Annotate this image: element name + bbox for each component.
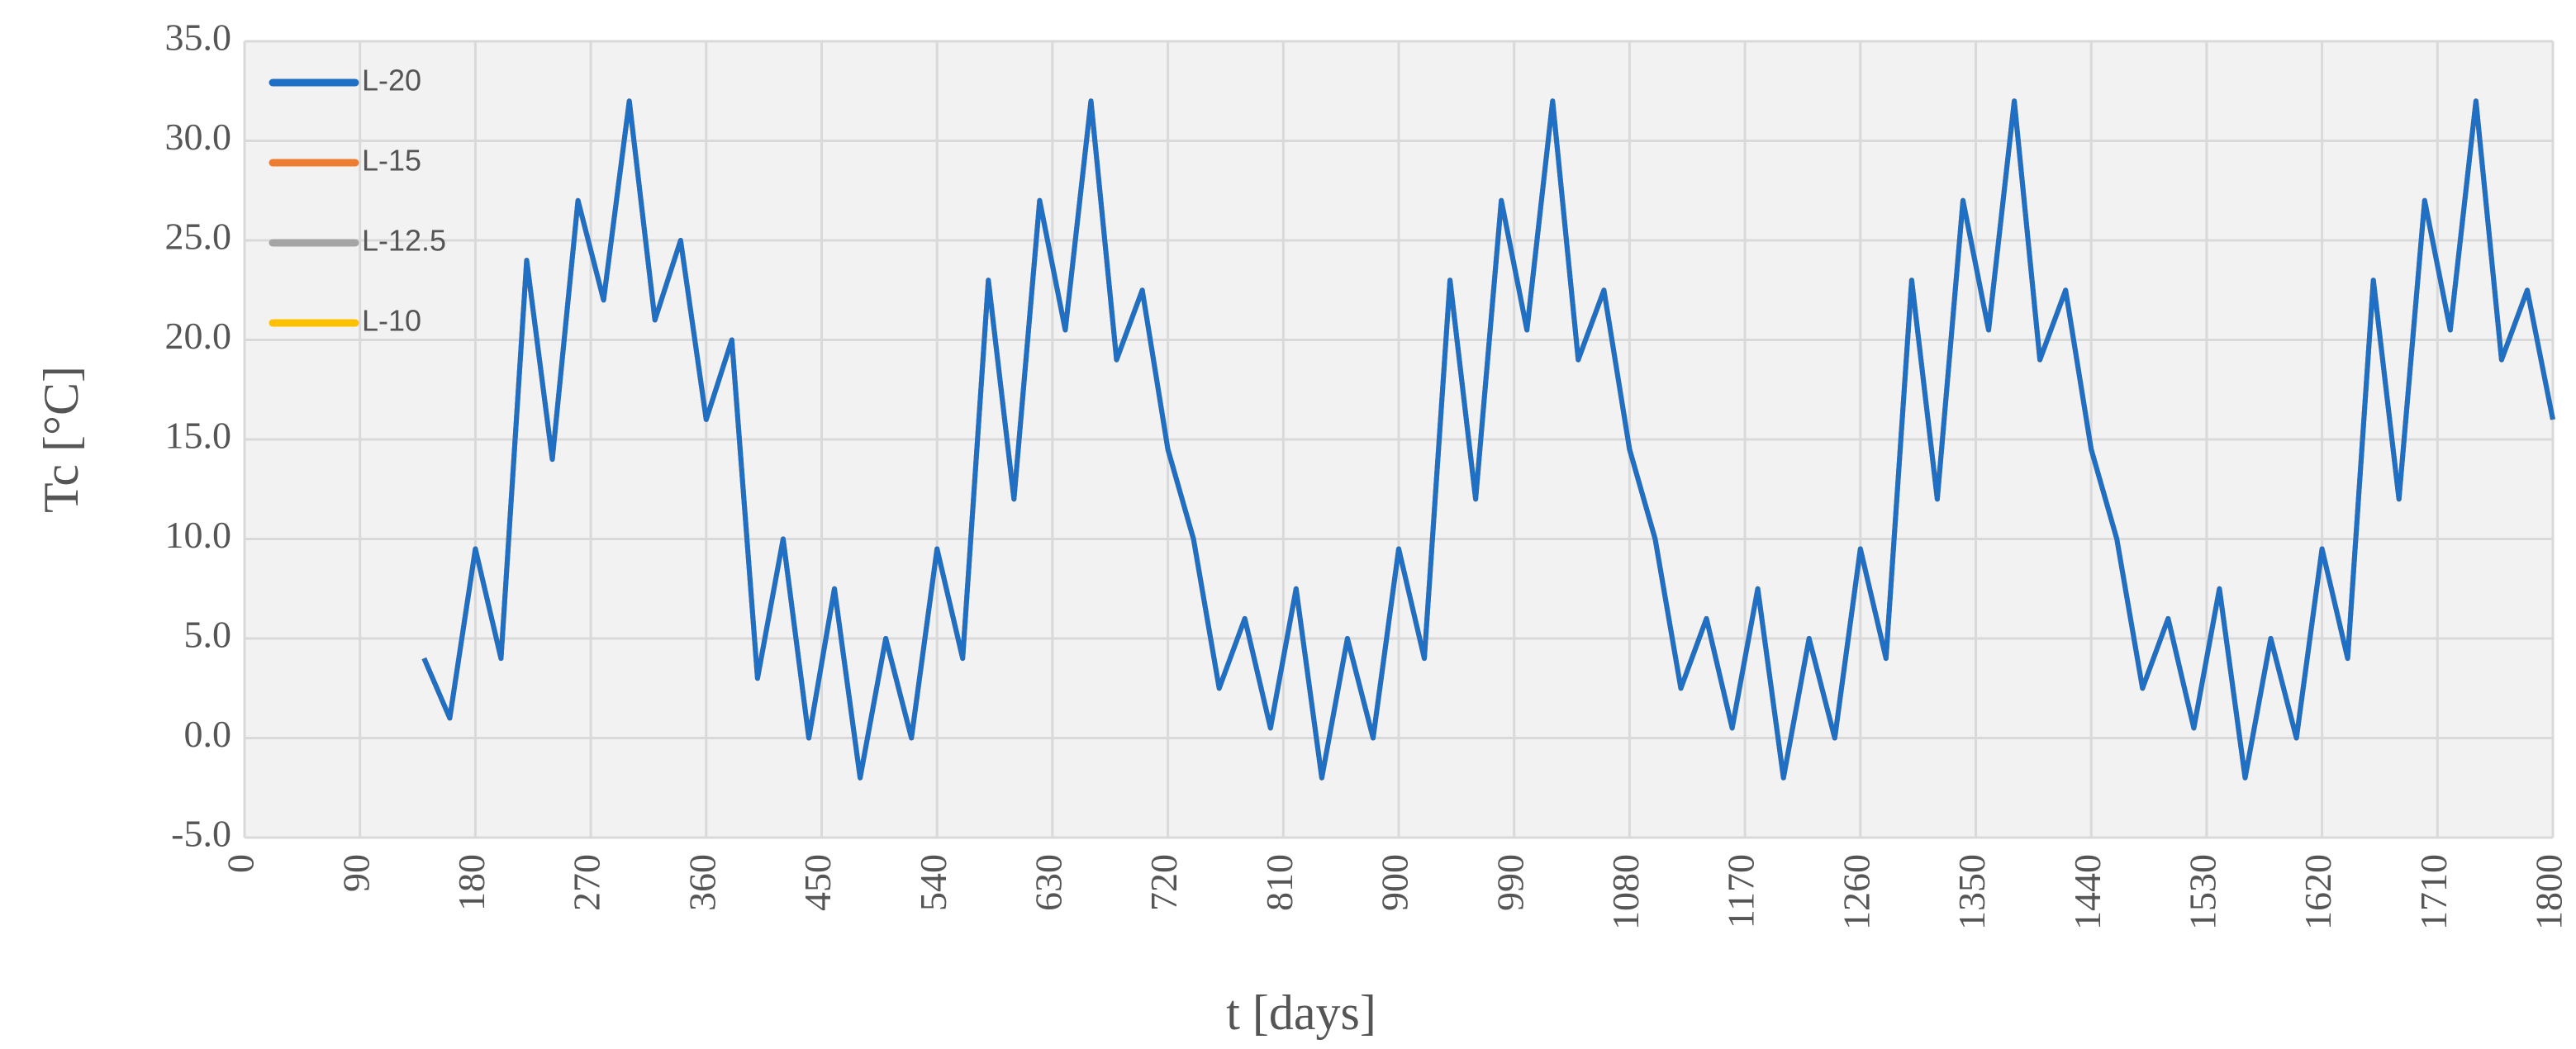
x-tick-label: 720 — [1143, 854, 1185, 911]
x-tick-label: 1440 — [2066, 854, 2108, 930]
x-tick-label: 360 — [681, 854, 723, 911]
y-tick-label: 15.0 — [165, 415, 232, 457]
x-tick-label: 0 — [220, 854, 262, 873]
y-tick-label: 10.0 — [165, 514, 232, 556]
y-tick-label: 30.0 — [165, 116, 232, 158]
x-tick-label: 1260 — [1835, 854, 1877, 930]
x-tick-label: 1080 — [1604, 854, 1647, 930]
x-tick-label: 1350 — [1951, 854, 1993, 930]
x-tick-label: 630 — [1027, 854, 1069, 911]
x-tick-label: 180 — [450, 854, 492, 911]
x-tick-label: 270 — [566, 854, 608, 911]
y-axis-label: Tc [°C] — [34, 366, 88, 513]
x-tick-label: 540 — [912, 854, 954, 911]
y-tick-label: 5.0 — [184, 614, 232, 656]
x-tick-label: 1710 — [2412, 854, 2455, 930]
y-tick-label: 20.0 — [165, 315, 232, 357]
legend-label: L-10 — [362, 304, 421, 338]
x-tick-label: 1620 — [2297, 854, 2339, 930]
x-tick-label: 90 — [335, 854, 377, 892]
y-tick-label: 0.0 — [184, 713, 232, 755]
x-tick-label: 1170 — [1720, 854, 1762, 928]
y-tick-label: 35.0 — [165, 17, 232, 59]
x-tick-label: 1800 — [2528, 854, 2570, 930]
data-line — [421, 98, 2555, 781]
legend-label: L-15 — [362, 144, 421, 178]
x-tick-label: 1530 — [2181, 854, 2223, 930]
y-tick-label: 25.0 — [165, 216, 232, 258]
x-tick-label: 900 — [1374, 854, 1416, 911]
legend-label: L-20 — [362, 64, 421, 97]
x-tick-label: 810 — [1258, 854, 1300, 911]
y-tick-label: -5.0 — [171, 813, 231, 855]
x-tick-label: 990 — [1489, 854, 1531, 911]
x-tick-label: 450 — [796, 854, 839, 911]
x-axis-label: t [days] — [1226, 985, 1376, 1040]
legend-label: L-12.5 — [362, 224, 446, 258]
